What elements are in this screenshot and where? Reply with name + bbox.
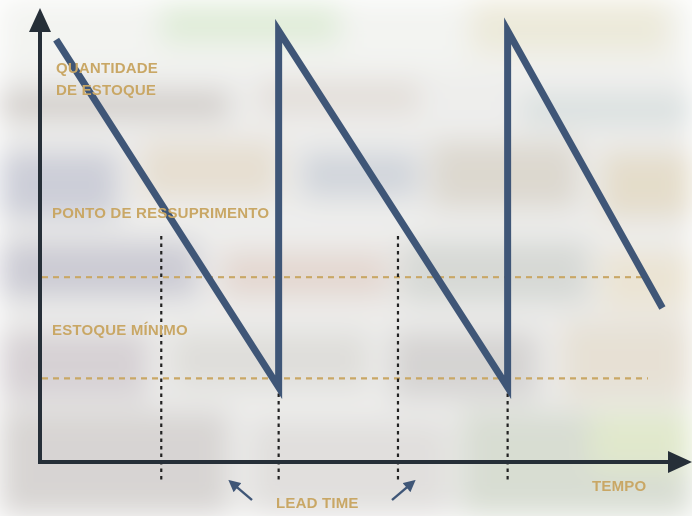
arrow-up-left-icon: [228, 479, 253, 501]
y-axis-arrowhead-icon: [29, 8, 51, 32]
y-axis-label-line1: QUANTIDADE: [56, 60, 158, 77]
stock-level-series: [53, 17, 666, 400]
axes: [29, 8, 692, 473]
arrow-up-right-icon: [391, 479, 416, 501]
stock-level-line: [53, 17, 666, 400]
reorder-point-label: PONTO DE RESSUPRIMENTO: [52, 205, 270, 222]
y-axis-label-line2: DE ESTOQUE: [56, 82, 157, 99]
minimum-stock-label: ESTOQUE MÍNIMO: [52, 322, 188, 339]
x-axis-arrowhead-icon: [668, 451, 692, 473]
lead-time-drop-lines: [160, 236, 509, 482]
lead-time-arrows: [228, 479, 416, 501]
x-axis-label: TEMPO: [592, 478, 647, 495]
lead-time-label: LEAD TIME: [276, 495, 359, 512]
reference-lines: [42, 276, 648, 380]
